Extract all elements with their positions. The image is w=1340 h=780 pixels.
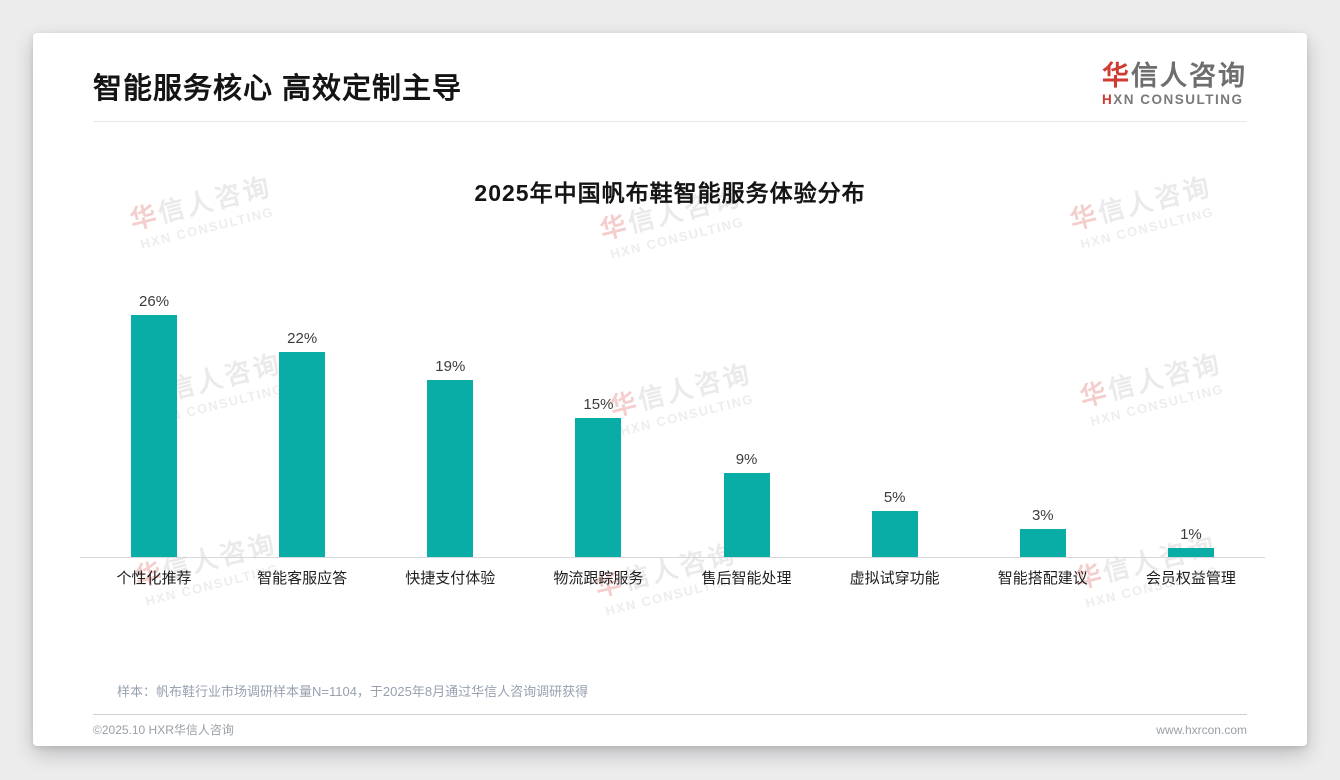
bar-value-label: 5% <box>883 488 906 506</box>
logo-en-text: XN CONSULTING <box>1113 92 1244 107</box>
bar-category-label: 售后智能处理 <box>701 570 792 587</box>
bar <box>1167 547 1214 557</box>
bar-slot: 9% <box>673 287 821 557</box>
bar-category-label: 虚拟试穿功能 <box>849 570 940 587</box>
bar <box>871 510 918 557</box>
bar-slot: 22% <box>228 287 376 557</box>
sample-note: 样本：帆布鞋行业市场调研样本量N=1104，于2025年8月通过华信人咨询调研获… <box>117 684 589 699</box>
bar-category-label: 智能客服应答 <box>257 570 348 587</box>
header: 智能服务核心 高效定制主导 华信人咨询 HXN CONSULTING <box>33 33 1307 108</box>
chart-plot-area: 26% 22% 19% 15% 9% 5% 3% 1% <box>80 287 1265 558</box>
chart-title: 2025年中国帆布鞋智能服务体验分布 <box>474 180 866 206</box>
slide-content: 智能服务核心 高效定制主导 华信人咨询 HXN CONSULTING 2025年… <box>33 33 1307 746</box>
bar-slot: 26% <box>80 287 228 557</box>
bar-slot: 19% <box>376 287 524 557</box>
bar-slot: 3% <box>969 287 1117 557</box>
logo-en-line: HXN CONSULTING <box>1102 91 1247 108</box>
logo-cn-line: 华信人咨询 <box>1102 61 1247 91</box>
bar <box>427 380 474 557</box>
bar-value-label: 1% <box>1180 525 1202 543</box>
bar-value-label: 22% <box>287 330 318 348</box>
footer-bar: ©2025.10 HXR华信人咨询 www.hxrcon.com <box>33 715 1307 738</box>
bar-category-label: 会员权益管理 <box>1145 570 1236 587</box>
bar-category-label: 物流跟踪服务 <box>553 570 644 587</box>
copyright-text: ©2025.10 HXR华信人咨询 <box>93 723 234 737</box>
bar-value-label: 15% <box>583 395 614 413</box>
bar-chart: 26% 22% 19% 15% 9% 5% 3% 1% 个性化推荐 智能客服应答 快捷支付体验 物流… <box>80 287 1265 588</box>
bar <box>279 352 326 557</box>
bar <box>1019 529 1066 557</box>
logo-cn-text: 信人咨询 <box>1131 61 1247 91</box>
footer-divider <box>93 714 1247 715</box>
header-divider <box>93 121 1247 122</box>
logo-en-accent: H <box>1102 92 1114 107</box>
page-title: 智能服务核心 高效定制主导 <box>93 73 463 105</box>
bar <box>575 417 622 557</box>
website-text: www.hxrcon.com <box>1156 723 1247 737</box>
bar <box>131 315 178 557</box>
bar-value-label: 3% <box>1031 507 1054 525</box>
company-logo: 华信人咨询 HXN CONSULTING <box>1102 61 1247 108</box>
bar-slot: 1% <box>1117 287 1265 557</box>
bar-value-label: 9% <box>735 451 758 469</box>
bar <box>723 473 770 557</box>
bar-category-label: 个性化推荐 <box>116 570 192 587</box>
bar-category-label: 智能搭配建议 <box>997 570 1088 587</box>
chart-category-axis: 个性化推荐 智能客服应答 快捷支付体验 物流跟踪服务 售后智能处理 虚拟试穿功能 智能搭配建… <box>80 570 1265 588</box>
logo-cn-accent: 华 <box>1102 61 1131 91</box>
bar-slot: 15% <box>524 287 672 557</box>
slide-card: 华信人咨询 HXN CONSULTING 华信人咨询 HXN CONSULTING 华信… <box>33 33 1307 746</box>
bar-category-label: 快捷支付体验 <box>405 570 496 587</box>
bar-value-label: 19% <box>435 358 466 376</box>
bar-value-label: 26% <box>139 293 170 311</box>
bar-slot: 5% <box>821 287 969 557</box>
